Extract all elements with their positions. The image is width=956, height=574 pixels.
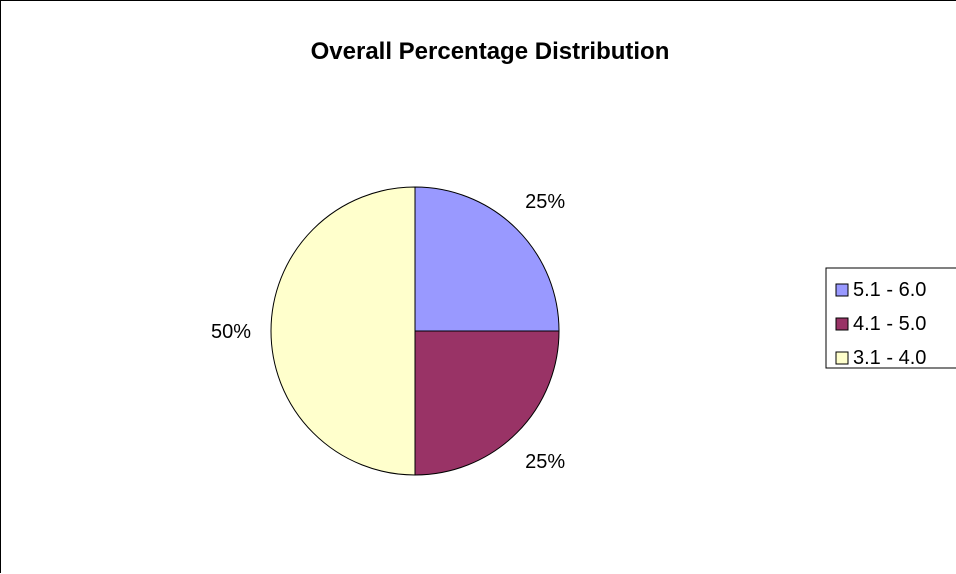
pie-slices	[270, 186, 560, 476]
pie-slice	[414, 186, 560, 332]
legend-label: 3.1 - 4.0	[853, 347, 926, 369]
pie-slice	[270, 186, 416, 476]
legend-swatch	[835, 317, 849, 331]
legend-label: 5.1 - 6.0	[853, 279, 926, 301]
legend-swatch	[835, 283, 849, 297]
pie-data-labels: 25% 25% 50%	[211, 191, 565, 473]
data-label: 25%	[525, 451, 565, 473]
pie-slice	[414, 330, 560, 476]
legend-swatch	[835, 351, 849, 365]
chart-title: Overall Percentage Distribution	[311, 38, 670, 65]
legend-label: 4.1 - 5.0	[853, 313, 926, 335]
legend: 5.1 - 6.0 4.1 - 5.0 3.1 - 4.0	[825, 267, 956, 369]
data-label: 25%	[525, 191, 565, 213]
data-label: 50%	[211, 321, 251, 343]
